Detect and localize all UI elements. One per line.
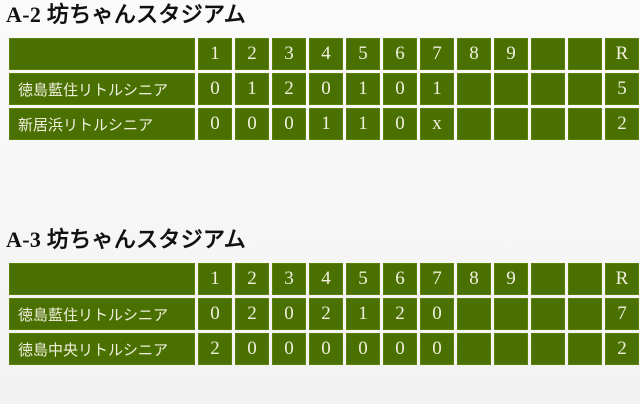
header-inning-6: 6 bbox=[383, 38, 417, 70]
header-team bbox=[9, 263, 195, 295]
header-inning-11 bbox=[568, 38, 602, 70]
inning-score: 0 bbox=[235, 333, 269, 365]
inning-score: 0 bbox=[346, 333, 380, 365]
inning-score bbox=[531, 298, 565, 330]
inning-score: 0 bbox=[420, 298, 454, 330]
team-name: 徳島藍住リトルシニア bbox=[9, 73, 195, 105]
inning-score bbox=[568, 298, 602, 330]
header-inning-9: 9 bbox=[494, 263, 528, 295]
inning-score: 2 bbox=[272, 73, 306, 105]
header-inning-1: 1 bbox=[198, 263, 232, 295]
inning-score: 1 bbox=[346, 73, 380, 105]
game-block-a3: A-3 坊ちゃんスタジアム 1 2 3 4 5 6 7 8 bbox=[0, 225, 640, 368]
inning-score bbox=[568, 333, 602, 365]
inning-score: 0 bbox=[272, 298, 306, 330]
inning-score: 2 bbox=[235, 298, 269, 330]
header-inning-3: 3 bbox=[272, 38, 306, 70]
page-title-a2: A-2 坊ちゃんスタジアム bbox=[6, 2, 247, 27]
header-inning-10 bbox=[531, 263, 565, 295]
table-header-row: 1 2 3 4 5 6 7 8 9 R bbox=[9, 38, 639, 70]
inning-score bbox=[457, 73, 491, 105]
inning-score: 0 bbox=[420, 333, 454, 365]
inning-score: 0 bbox=[198, 108, 232, 140]
total-runs: 2 bbox=[605, 108, 639, 140]
inning-score: 0 bbox=[309, 333, 343, 365]
total-runs: 5 bbox=[605, 73, 639, 105]
table-row: 新居浜リトルシニア 0 0 0 1 1 0 x 2 bbox=[9, 108, 639, 140]
inning-score: 0 bbox=[383, 108, 417, 140]
table-header-row: 1 2 3 4 5 6 7 8 9 R bbox=[9, 263, 639, 295]
team-name: 徳島藍住リトルシニア bbox=[9, 298, 195, 330]
header-inning-3: 3 bbox=[272, 263, 306, 295]
header-inning-8: 8 bbox=[457, 38, 491, 70]
table-row: 徳島藍住リトルシニア 0 2 0 2 1 2 0 7 bbox=[9, 298, 639, 330]
header-inning-6: 6 bbox=[383, 263, 417, 295]
inning-score: 0 bbox=[272, 108, 306, 140]
header-inning-4: 4 bbox=[309, 38, 343, 70]
inning-score bbox=[494, 333, 528, 365]
header-inning-10 bbox=[531, 38, 565, 70]
inning-score bbox=[494, 108, 528, 140]
inning-score bbox=[531, 73, 565, 105]
inning-score: 1 bbox=[309, 108, 343, 140]
header-inning-8: 8 bbox=[457, 263, 491, 295]
total-runs: 2 bbox=[605, 333, 639, 365]
header-inning-9: 9 bbox=[494, 38, 528, 70]
inning-score: 2 bbox=[309, 298, 343, 330]
header-inning-4: 4 bbox=[309, 263, 343, 295]
linescore-table-a2: 1 2 3 4 5 6 7 8 9 R 徳島藍住リトルシニア 0 bbox=[6, 35, 640, 143]
inning-score bbox=[531, 108, 565, 140]
inning-score: 0 bbox=[235, 108, 269, 140]
header-inning-2: 2 bbox=[235, 38, 269, 70]
total-runs: 7 bbox=[605, 298, 639, 330]
header-runs: R bbox=[605, 38, 639, 70]
table-row: 徳島藍住リトルシニア 0 1 2 0 1 0 1 5 bbox=[9, 73, 639, 105]
inning-score: 0 bbox=[383, 333, 417, 365]
inning-score bbox=[494, 298, 528, 330]
header-team bbox=[9, 38, 195, 70]
inning-score: 0 bbox=[309, 73, 343, 105]
inning-score bbox=[457, 298, 491, 330]
inning-score bbox=[457, 108, 491, 140]
header-inning-5: 5 bbox=[346, 38, 380, 70]
linescore-table-a3: 1 2 3 4 5 6 7 8 9 R 徳島藍住リトルシニア 0 bbox=[6, 260, 640, 368]
header-runs: R bbox=[605, 263, 639, 295]
inning-score bbox=[568, 73, 602, 105]
inning-score bbox=[568, 108, 602, 140]
inning-score: 1 bbox=[420, 73, 454, 105]
inning-score: 2 bbox=[198, 333, 232, 365]
inning-score: 0 bbox=[198, 298, 232, 330]
header-inning-7: 7 bbox=[420, 38, 454, 70]
page-title-a3: A-3 坊ちゃんスタジアム bbox=[6, 227, 247, 252]
inning-score bbox=[457, 333, 491, 365]
header-inning-2: 2 bbox=[235, 263, 269, 295]
inning-score: 1 bbox=[346, 108, 380, 140]
game-block-a2: A-2 坊ちゃんスタジアム 1 2 3 4 5 6 7 8 bbox=[0, 0, 640, 143]
inning-score: 1 bbox=[235, 73, 269, 105]
header-inning-7: 7 bbox=[420, 263, 454, 295]
inning-score bbox=[494, 73, 528, 105]
team-name: 徳島中央リトルシニア bbox=[9, 333, 195, 365]
inning-score bbox=[531, 333, 565, 365]
inning-score: 2 bbox=[383, 298, 417, 330]
inning-score: 0 bbox=[383, 73, 417, 105]
header-inning-1: 1 bbox=[198, 38, 232, 70]
inning-score: 1 bbox=[346, 298, 380, 330]
header-inning-11 bbox=[568, 263, 602, 295]
inning-score: x bbox=[420, 108, 454, 140]
team-name: 新居浜リトルシニア bbox=[9, 108, 195, 140]
inning-score: 0 bbox=[198, 73, 232, 105]
header-inning-5: 5 bbox=[346, 263, 380, 295]
inning-score: 0 bbox=[272, 333, 306, 365]
table-row: 徳島中央リトルシニア 2 0 0 0 0 0 0 2 bbox=[9, 333, 639, 365]
